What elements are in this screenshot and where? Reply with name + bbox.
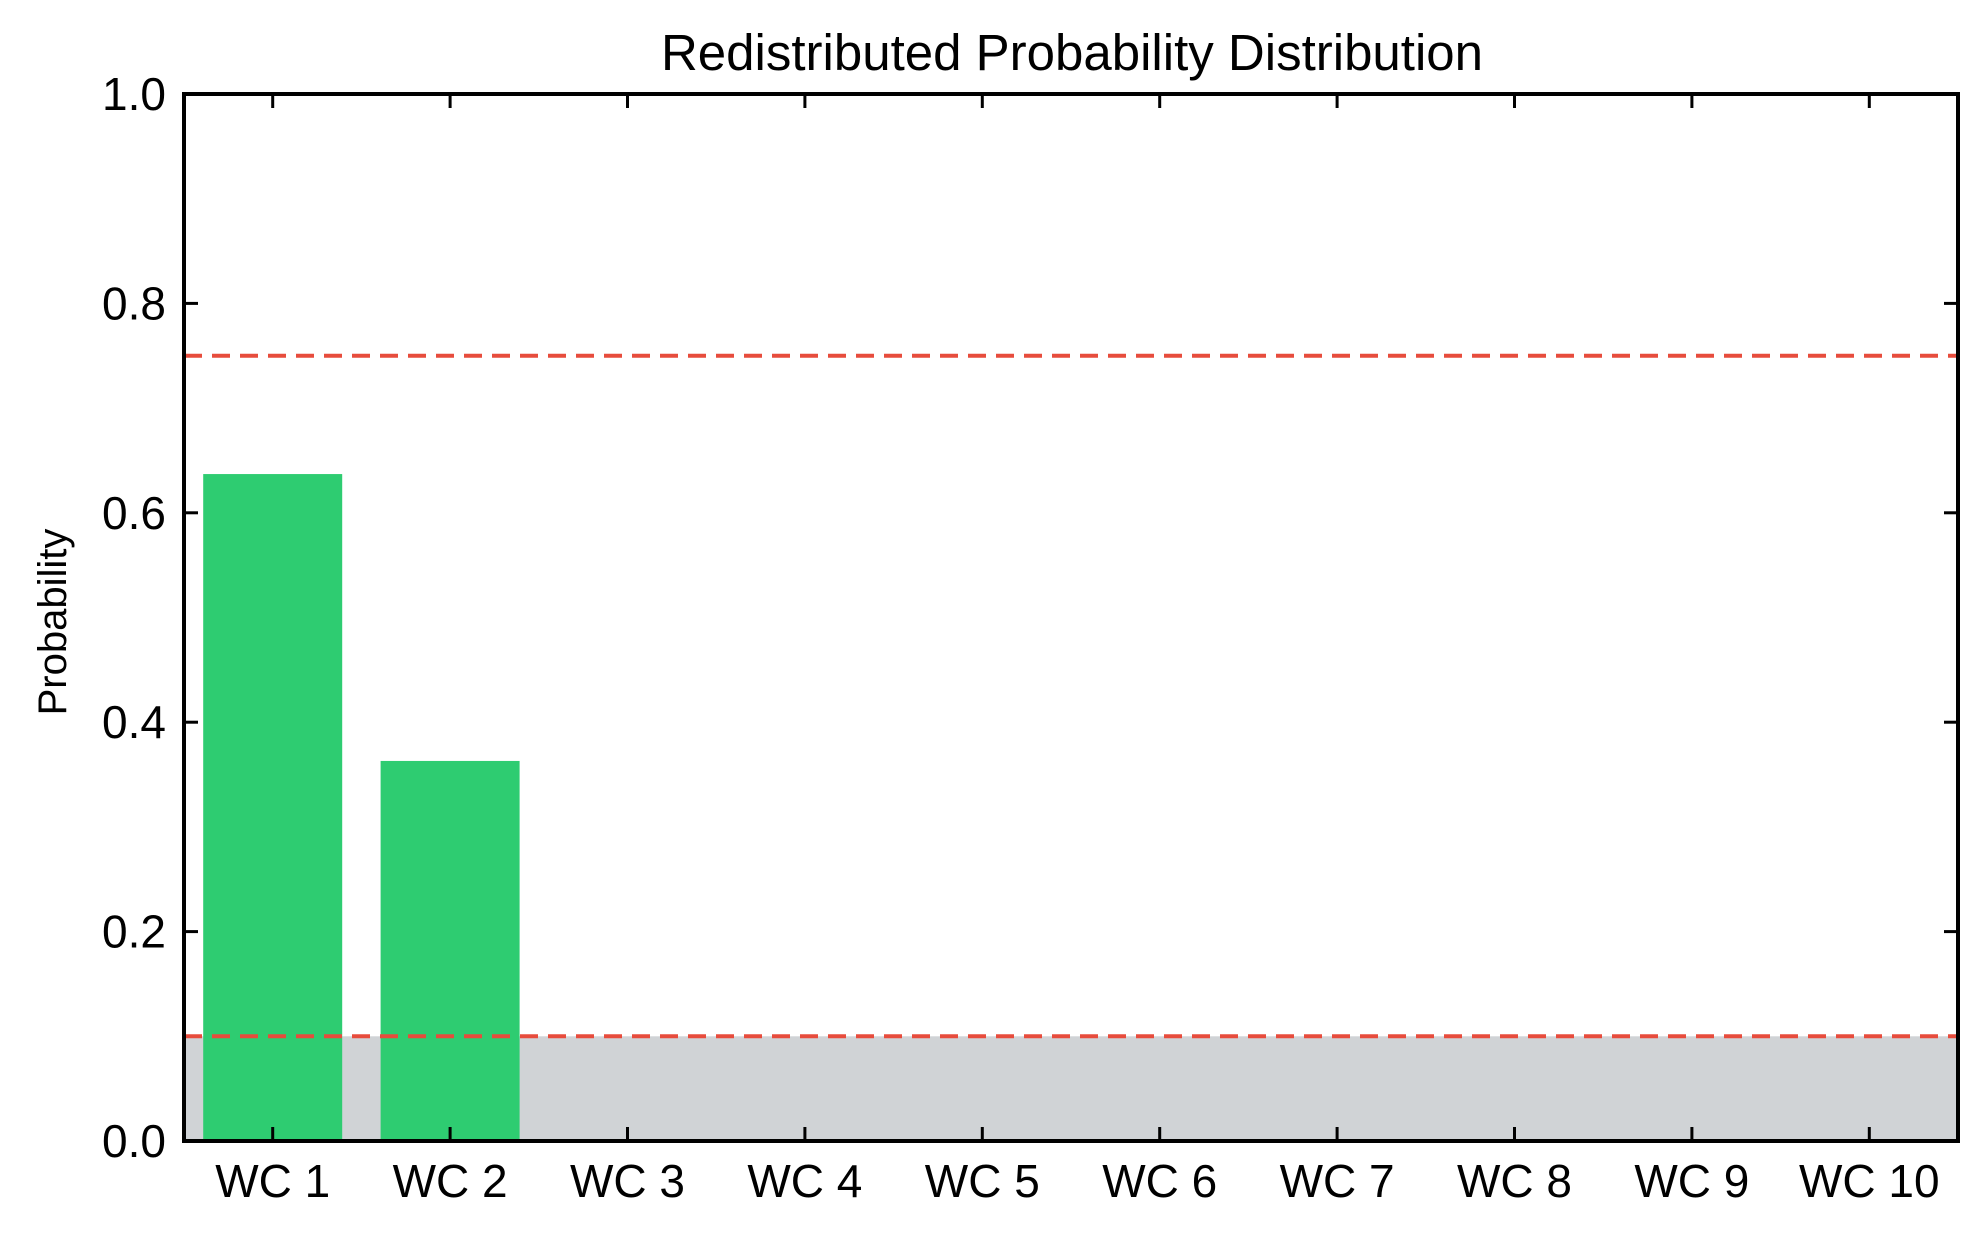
x-tick-label: WC 7 bbox=[1280, 1155, 1395, 1207]
chart-title: Redistributed Probability Distribution bbox=[661, 24, 1483, 81]
y-tick-label: 0.6 bbox=[102, 487, 166, 539]
x-tick-label: WC 5 bbox=[925, 1155, 1040, 1207]
plot-frame bbox=[182, 92, 1960, 1143]
x-tick-label: WC 6 bbox=[1102, 1155, 1217, 1207]
y-axis-label: Probability bbox=[31, 529, 75, 716]
y-tick-label: 1.0 bbox=[102, 68, 166, 120]
y-tick-label: 0.0 bbox=[102, 1115, 166, 1167]
reference-lines-group bbox=[184, 353, 1958, 1039]
y-tick-label: 0.2 bbox=[102, 906, 166, 958]
bar-2 bbox=[380, 760, 520, 1141]
bars-group bbox=[203, 474, 520, 1141]
bar-1 bbox=[203, 474, 343, 1141]
x-tick-label: WC 2 bbox=[393, 1155, 508, 1207]
y-tick-label: 0.8 bbox=[102, 277, 166, 329]
ticks-group: WC 1 WC 2 WC 3 WC 4 WC 5 WC 6 WC 7 WC 8 WC 9 WC 1… bbox=[102, 68, 1958, 1207]
x-tick-label: WC 4 bbox=[747, 1155, 862, 1207]
x-tick-label: WC 10 bbox=[1799, 1155, 1940, 1207]
x-tick-label: WC 3 bbox=[570, 1155, 685, 1207]
x-tick-label: WC 9 bbox=[1634, 1155, 1749, 1207]
y-tick-label: 0.4 bbox=[102, 696, 166, 748]
x-tick-label: WC 1 bbox=[215, 1155, 330, 1207]
x-tick-label: WC 8 bbox=[1457, 1155, 1572, 1207]
